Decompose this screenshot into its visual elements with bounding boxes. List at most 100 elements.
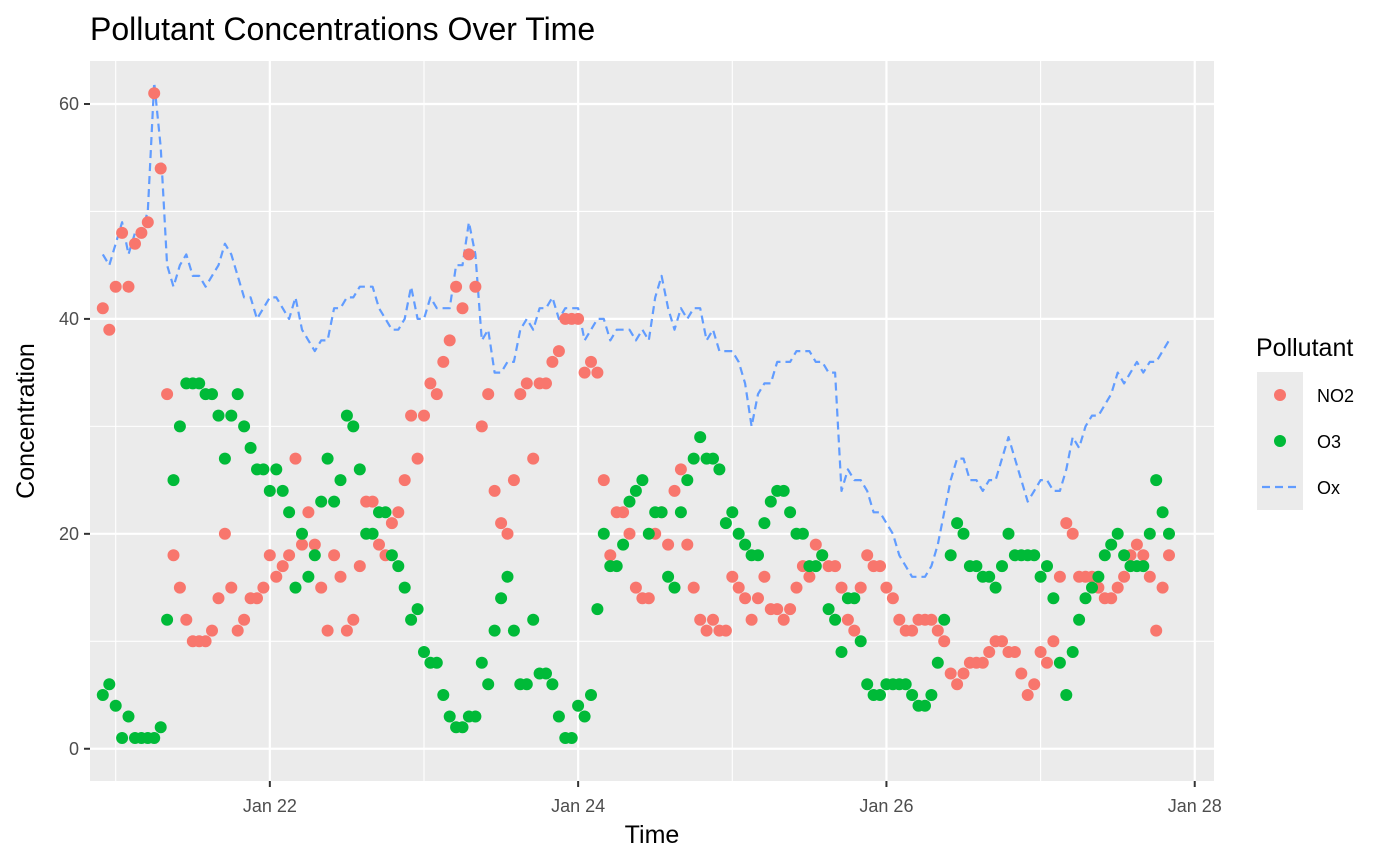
point-no2	[475, 420, 488, 433]
point-no2	[809, 538, 822, 551]
point-no2	[1034, 646, 1047, 658]
point-o3	[289, 581, 302, 594]
y-tick-label: 20	[59, 524, 79, 544]
point-o3	[161, 613, 174, 626]
point-no2	[886, 592, 899, 605]
point-no2	[1008, 646, 1021, 658]
point-no2	[180, 613, 193, 626]
legend-title: Pollutant	[1256, 334, 1353, 362]
point-no2	[597, 474, 610, 487]
point-o3	[655, 506, 668, 519]
point-o3	[148, 732, 161, 744]
point-no2	[437, 355, 450, 368]
point-o3	[957, 527, 970, 540]
point-no2	[572, 312, 585, 325]
point-o3	[572, 699, 585, 712]
point-no2	[129, 237, 141, 250]
point-o3	[328, 495, 341, 508]
point-no2	[784, 603, 797, 616]
legend: Pollutant NO2 O3 Ox	[1256, 334, 1354, 510]
point-no2	[694, 613, 707, 626]
point-o3	[1060, 689, 1073, 701]
point-no2	[906, 624, 919, 637]
point-no2	[1041, 656, 1053, 669]
point-no2	[674, 463, 687, 476]
point-o3	[430, 656, 443, 669]
point-no2	[938, 635, 951, 648]
point-no2	[617, 506, 630, 519]
point-no2	[668, 484, 681, 497]
point-o3	[103, 678, 116, 691]
point-no2	[835, 581, 848, 594]
point-no2	[931, 624, 944, 637]
point-no2	[1163, 549, 1175, 562]
point-no2	[315, 581, 328, 594]
point-o3	[829, 613, 842, 626]
plot-panel	[90, 61, 1214, 781]
point-o3	[1137, 560, 1150, 573]
point-no2	[257, 581, 270, 594]
point-no2	[488, 484, 501, 497]
point-no2	[251, 592, 263, 605]
point-o3	[392, 560, 405, 573]
point-no2	[777, 613, 790, 626]
point-o3	[398, 581, 411, 594]
point-o3	[122, 710, 135, 723]
point-o3	[944, 549, 957, 562]
point-o3	[206, 388, 218, 401]
point-o3	[636, 474, 649, 487]
point-no2	[1028, 678, 1041, 691]
point-o3	[739, 538, 752, 551]
chart-title: Pollutant Concentrations Over Time	[90, 11, 595, 47]
point-no2	[270, 570, 283, 583]
point-no2	[462, 248, 475, 261]
point-no2	[758, 570, 771, 583]
point-no2	[353, 560, 366, 573]
point-no2	[411, 452, 424, 465]
point-o3	[816, 549, 829, 562]
point-o3	[1098, 549, 1111, 562]
point-no2	[103, 323, 116, 336]
point-no2	[700, 624, 713, 637]
point-o3	[835, 646, 848, 658]
point-o3	[899, 678, 912, 691]
point-o3	[443, 710, 456, 723]
legend-label-ox: Ox	[1317, 478, 1340, 498]
point-o3	[527, 613, 540, 626]
point-o3	[411, 603, 424, 616]
point-o3	[520, 678, 533, 691]
point-no2	[218, 527, 231, 540]
point-no2	[109, 280, 122, 293]
point-no2	[418, 409, 430, 422]
point-o3	[418, 646, 430, 658]
point-no2	[373, 538, 385, 551]
point-o3	[1053, 656, 1066, 669]
point-o3	[1066, 646, 1079, 658]
point-o3	[193, 377, 206, 390]
point-no2	[1015, 667, 1028, 680]
point-no2	[173, 581, 186, 594]
point-no2	[161, 388, 174, 401]
point-no2	[861, 549, 874, 562]
point-o3	[597, 527, 610, 540]
x-tick-label: Jan 28	[1168, 796, 1222, 816]
point-no2	[874, 560, 886, 573]
point-no2	[385, 517, 398, 530]
point-no2	[944, 667, 957, 680]
point-no2	[424, 377, 437, 390]
point-no2	[642, 592, 655, 605]
point-no2	[238, 613, 251, 626]
point-no2	[719, 624, 732, 637]
legend-label-o3: O3	[1317, 432, 1341, 452]
point-o3	[1143, 527, 1156, 540]
point-o3	[1041, 560, 1053, 573]
point-o3	[1092, 570, 1105, 583]
point-o3	[244, 441, 257, 454]
point-o3	[617, 538, 630, 551]
point-no2	[752, 592, 764, 605]
point-no2	[443, 334, 456, 347]
point-no2	[116, 226, 129, 239]
point-o3	[848, 592, 861, 605]
point-o3	[1047, 592, 1060, 605]
point-o3	[154, 721, 167, 734]
